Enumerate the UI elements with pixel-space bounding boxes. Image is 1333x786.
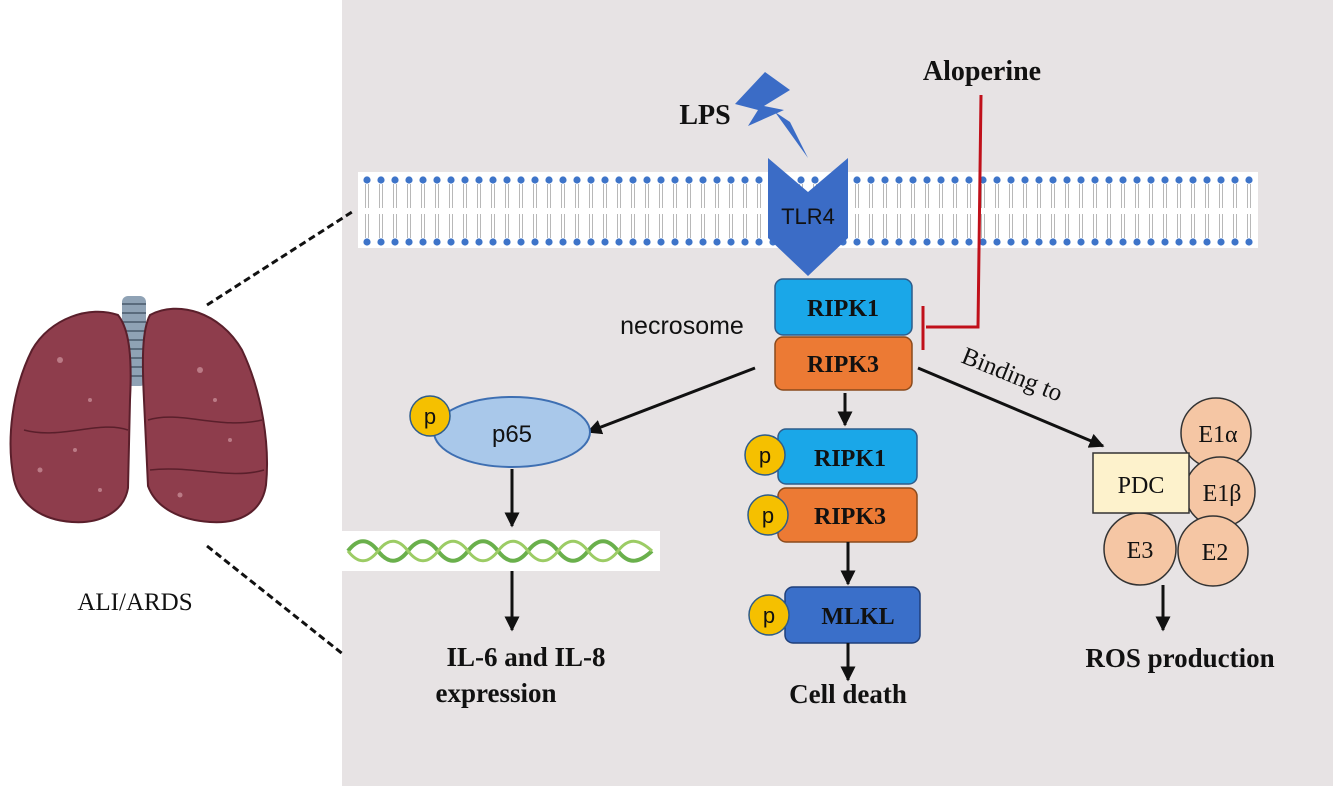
right-lung-lobe (141, 307, 268, 524)
il-expression-label-line1: IL-6 and IL-8 (446, 642, 605, 672)
pathway-panel (342, 0, 1333, 786)
arrow-to-pdc (917, 366, 1105, 448)
cell-death-label: Cell death (789, 679, 907, 709)
p-ripk1-phospho-icon (744, 434, 786, 476)
lung-illustration (9, 296, 268, 524)
ripk3-box (774, 336, 913, 391)
p-ripk1-phospho-label: p (759, 443, 771, 468)
left-lung-lobe (9, 310, 132, 524)
mlkl-phospho-icon (748, 594, 790, 636)
p-ripk3-phospho-icon (747, 494, 789, 536)
mlkl-phospho-label: p (763, 603, 775, 628)
ros-production-label: ROS production (1085, 643, 1274, 673)
zoom-line-top (206, 210, 353, 307)
zoom-line-bottom (206, 544, 345, 657)
il-expression-label-line2: expression (435, 678, 556, 708)
necrosome-label: necrosome (620, 312, 744, 340)
ali-ards-label: ALI/ARDS (77, 589, 192, 616)
lps-label: LPS (679, 100, 730, 131)
aloperine-inhibition-line (926, 94, 983, 329)
ripk1-box (774, 278, 913, 336)
lps-lightning-icon (735, 72, 790, 126)
arrow-to-p65 (586, 366, 756, 435)
p65-phospho-label: p (424, 404, 436, 429)
mlkl-label: MLKL (821, 604, 894, 630)
aloperine-label: Aloperine (923, 56, 1041, 87)
ripk1-label: RIPK1 (807, 296, 879, 322)
pdc-label: PDC (1118, 473, 1165, 499)
tlr4-receptor (768, 158, 848, 276)
tlr4-label: TLR4 (781, 204, 835, 229)
p65-label: p65 (492, 421, 532, 448)
p65-phospho-icon (409, 395, 451, 437)
e2-label: E2 (1202, 540, 1229, 566)
p-ripk1-label: RIPK1 (814, 446, 886, 472)
e2-subunit (1177, 515, 1249, 587)
e3-label: E3 (1127, 538, 1154, 564)
dna-strip (342, 531, 660, 571)
e1a-label: E1α (1198, 422, 1238, 448)
pdc-box (1092, 452, 1190, 514)
ripk3-label: RIPK3 (807, 352, 879, 378)
p-ripk3-label: RIPK3 (814, 504, 886, 530)
e1b-label: E1β (1203, 481, 1242, 507)
p-ripk3-phospho-label: p (762, 503, 774, 528)
